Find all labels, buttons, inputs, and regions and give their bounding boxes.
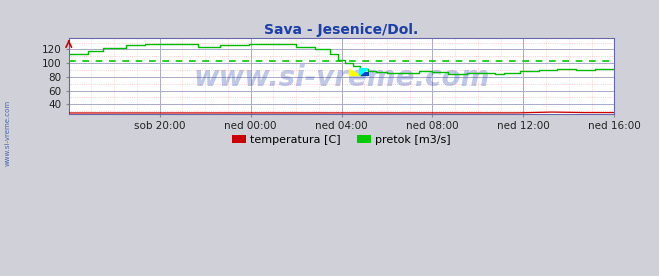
- Title: Sava - Jesenice/Dol.: Sava - Jesenice/Dol.: [264, 23, 418, 37]
- Polygon shape: [360, 72, 368, 75]
- Text: www.si-vreme.com: www.si-vreme.com: [5, 99, 11, 166]
- Text: www.si-vreme.com: www.si-vreme.com: [193, 64, 490, 92]
- Legend: temperatura [C], pretok [m3/s]: temperatura [C], pretok [m3/s]: [228, 131, 455, 150]
- Polygon shape: [349, 68, 360, 75]
- Polygon shape: [360, 68, 368, 75]
